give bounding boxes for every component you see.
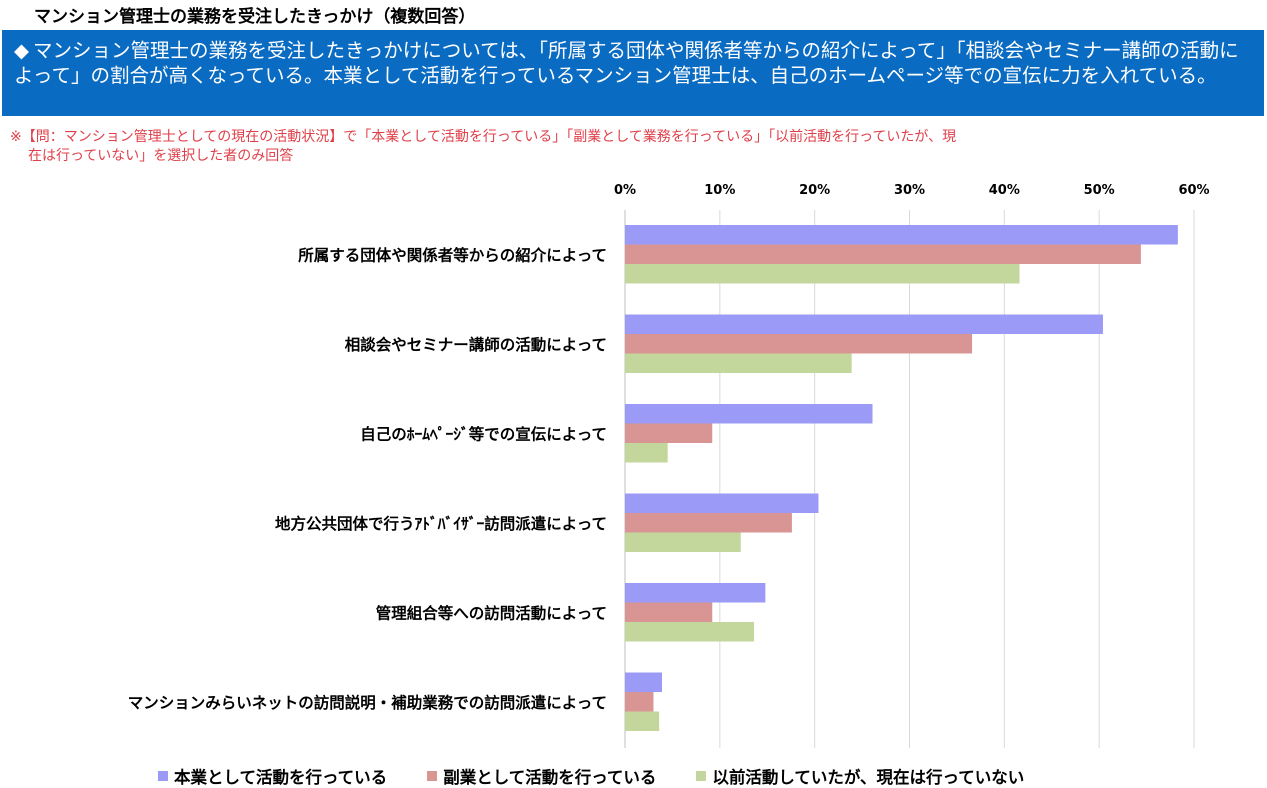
- category-label: 地方公共団体で行うｱﾄﾞﾊﾞｲｻﾞｰ訪問派遣によって: [275, 514, 607, 533]
- legend-item: 副業として活動を行っている: [427, 764, 656, 788]
- survey-note-line1: ※【問：マンション管理士としての現在の活動状況】で「本業として活動を行っている」…: [10, 129, 957, 145]
- bar-chart: 0% 10% 20% 30% 40% 50% 60% 所属する団体や関係者等からの紹介によって…: [128, 183, 1210, 748]
- category-label: 自己のﾎｰﾑﾍﾟｰｼﾞ等での宣伝によって: [360, 424, 607, 443]
- category-label: 相談会やセミナー講師の活動によって: [345, 335, 607, 354]
- bar: [625, 264, 1020, 284]
- legend-label: 本業として活動を行っている: [174, 768, 388, 787]
- x-tick-label: 40%: [989, 183, 1020, 198]
- bar: [625, 602, 713, 622]
- bar: [625, 672, 662, 692]
- survey-note-line2: 在は行っていない」を選択した者のみ回答: [28, 148, 294, 164]
- x-tick-label: 0%: [614, 183, 636, 198]
- legend-swatch: [696, 771, 707, 781]
- bar: [625, 622, 754, 642]
- bar: [625, 334, 973, 354]
- bar: [625, 493, 819, 513]
- category-label: マンションみらいネットの訪問説明・補助業務での訪問派遣によって: [128, 693, 607, 712]
- legend-item: 本業として活動を行っている: [158, 764, 387, 788]
- bar: [625, 532, 741, 552]
- x-tick-label: 20%: [799, 183, 830, 198]
- x-tick-label: 30%: [894, 183, 925, 198]
- bar: [625, 443, 668, 463]
- bar: [625, 711, 660, 731]
- category-label: 所属する団体や関係者等からの紹介によって: [298, 245, 607, 264]
- survey-note: ※【問：マンション管理士としての現在の活動状況】で「本業として活動を行っている」…: [10, 128, 1250, 166]
- bar: [625, 423, 713, 443]
- bar: [625, 513, 792, 533]
- legend-swatch: [427, 771, 438, 781]
- category-label: 管理組合等への訪問活動によって: [376, 603, 607, 622]
- bar: [625, 314, 1103, 334]
- legend-label: 副業として活動を行っている: [443, 768, 657, 787]
- legend-item: 以前活動していたが、現在は行っていない: [696, 764, 1024, 788]
- x-tick-label: 10%: [704, 183, 735, 198]
- x-tick-label: 50%: [1084, 183, 1115, 198]
- bar: [625, 353, 852, 373]
- x-tick-label: 60%: [1178, 183, 1209, 198]
- summary-box: ◆ マンション管理士の業務を受注したきっかけについては、「所属する団体や関係者等か…: [2, 30, 1264, 116]
- chart-legend: 本業として活動を行っている 副業として活動を行っている 以前活動していたが、現在は行…: [158, 764, 1024, 788]
- summary-bullet: ◆: [14, 39, 29, 62]
- summary-body: マンション管理士の業務を受注したきっかけについては、「所属する団体や関係者等から…: [14, 39, 1239, 87]
- legend-swatch: [158, 771, 168, 781]
- legend-label: 以前活動していたが、現在は行っていない: [712, 768, 1025, 787]
- bar: [625, 692, 654, 712]
- bar: [625, 583, 766, 603]
- bar: [625, 404, 873, 424]
- summary-text: ◆ マンション管理士の業務を受注したきっかけについては、「所属する団体や関係者等か…: [14, 38, 1252, 88]
- bar: [625, 225, 1178, 245]
- bar: [625, 244, 1141, 264]
- page-title: マンション管理士の業務を受注したきっかけ（複数回答）: [34, 7, 476, 27]
